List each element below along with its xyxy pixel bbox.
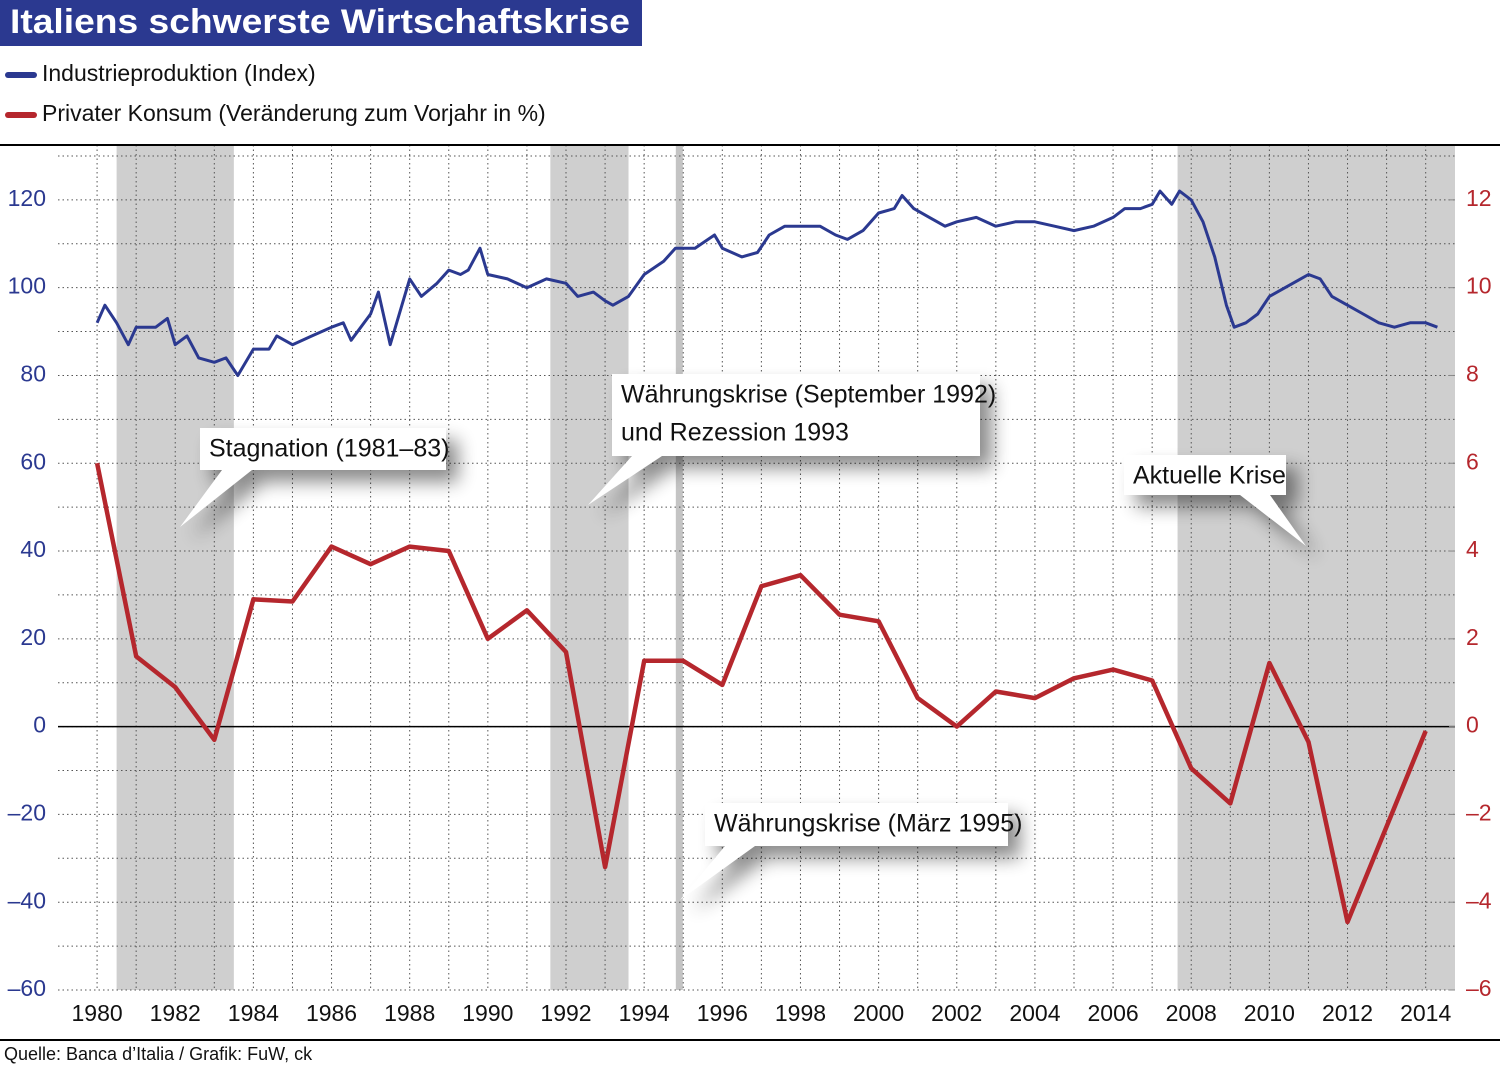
callout-box: [1124, 455, 1306, 546]
y2-tick-label: –6: [1466, 975, 1492, 1001]
source: Quelle: Banca d’Italia / Grafik: FuW, ck: [4, 1044, 313, 1064]
y-tick-label: 0: [33, 712, 46, 738]
callout-box: [588, 374, 980, 505]
y-tick-label: 60: [20, 448, 46, 474]
y2-tick-label: 6: [1466, 448, 1479, 474]
y-tick-label: 100: [8, 273, 46, 299]
annotation: Aktuelle Krise: [1133, 462, 1286, 490]
title-bar: [0, 0, 642, 46]
x-tick-label: 2010: [1244, 1000, 1295, 1026]
x-tick-label: 1994: [619, 1000, 670, 1026]
y2-tick-label: –4: [1466, 887, 1492, 913]
x-tick-label: 1992: [540, 1000, 591, 1026]
callout: Stagnation (1981–83): [180, 428, 458, 539]
shaded-period: [550, 145, 629, 990]
callout-box: [680, 803, 1008, 900]
y-tick-label: 20: [20, 624, 46, 650]
x-tick-label: 1996: [697, 1000, 748, 1026]
y-tick-label: 80: [20, 361, 46, 387]
x-tick-label: 2014: [1400, 1000, 1451, 1026]
y2-tick-label: –2: [1466, 799, 1492, 825]
x-tick-label: 1998: [775, 1000, 826, 1026]
x-tick-label: 1982: [150, 1000, 201, 1026]
x-tick-label: 1988: [384, 1000, 435, 1026]
callout: Währungskrise (März 1995): [680, 803, 1022, 912]
callout-box: [180, 428, 446, 527]
y2-tick-label: 0: [1466, 712, 1479, 738]
annotation: Währungskrise (September 1992): [621, 381, 996, 409]
series-line: [95, 189, 1438, 377]
y-tick-label: 40: [20, 536, 46, 562]
y2-tick-label: 8: [1466, 361, 1479, 387]
y2-tick-label: 10: [1466, 273, 1492, 299]
x-tick-label: 2000: [853, 1000, 904, 1026]
chart-title: Italiens schwerste Wirtschaftskrise: [10, 3, 630, 41]
y-tick-label: –60: [8, 975, 46, 1001]
x-tick-label: 1984: [228, 1000, 279, 1026]
x-tick-label: 2012: [1322, 1000, 1373, 1026]
x-tick-label: 2006: [1087, 1000, 1138, 1026]
x-tick-label: 1986: [306, 1000, 357, 1026]
y2-tick-label: 12: [1466, 185, 1492, 211]
y-tick-label: 120: [8, 185, 46, 211]
legend-label: Privater Konsum (Veränderung zum Vorjahr…: [42, 100, 546, 126]
y-tick-label: –20: [8, 799, 46, 825]
callout: Währungskrise (September 1992) und Rezess…: [588, 374, 996, 517]
annotation: Stagnation (1981–83): [209, 435, 449, 463]
annotation: und Rezession 1993: [621, 419, 849, 447]
shaded-period: [1177, 145, 1455, 990]
y2-tick-label: 2: [1466, 624, 1479, 650]
x-tick-label: 1980: [71, 1000, 122, 1026]
x-tick-label: 2002: [931, 1000, 982, 1026]
y2-tick-label: 4: [1466, 536, 1479, 562]
annotation: Währungskrise (März 1995): [714, 810, 1022, 838]
x-tick-label: 1990: [462, 1000, 513, 1026]
y-tick-label: –40: [8, 887, 46, 913]
legend-label: Industrieproduktion (Index): [42, 60, 316, 86]
callout: Aktuelle Krise: [1124, 455, 1318, 558]
x-tick-label: 2004: [1009, 1000, 1060, 1026]
x-tick-label: 2008: [1166, 1000, 1217, 1026]
series-line: [94, 462, 1428, 925]
